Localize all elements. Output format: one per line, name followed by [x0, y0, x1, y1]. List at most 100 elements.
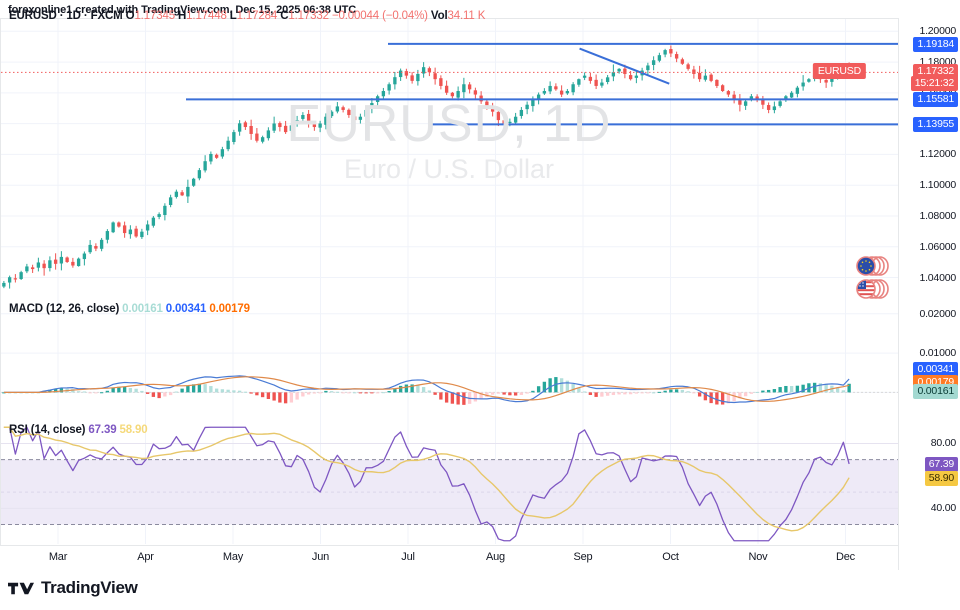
legend-macd[interactable]: MACD (12, 26, close) 0.00161 0.00341 0.0…: [9, 303, 250, 315]
candle-body: [174, 191, 179, 197]
candle-body: [582, 75, 587, 78]
candle-body: [306, 113, 311, 122]
price-axis-tick: 1.04000: [919, 271, 956, 284]
rsi-badge-value[interactable]: 67.39: [924, 456, 958, 472]
candle-body: [743, 101, 748, 106]
symbol-price-tag[interactable]: EURUSD: [812, 63, 866, 80]
macd-histogram-bar: [720, 392, 725, 405]
candle-body: [496, 111, 501, 121]
price-badge-resistance[interactable]: 1.19184: [913, 36, 958, 52]
time-axis-tick: Jul: [401, 551, 415, 563]
candle-body: [594, 79, 598, 86]
candle-body: [358, 116, 363, 120]
candle-body: [157, 214, 161, 217]
candle-body: [416, 73, 420, 82]
candle-body: [94, 246, 98, 249]
candle-body: [692, 69, 696, 74]
macd-histogram-bar: [237, 390, 242, 393]
legend-macd-title: MACD (12, 26, close): [9, 303, 120, 315]
macd-histogram-bar: [640, 392, 644, 394]
macd-histogram-bar: [295, 392, 299, 400]
legend-rsi-title: RSI (14, close): [9, 424, 86, 436]
macd-histogram-bar: [168, 392, 173, 396]
us-flag-icon: [856, 279, 890, 299]
macd-histogram-bar: [266, 392, 271, 400]
rsi-line: [3, 426, 850, 542]
candle-body: [732, 94, 736, 100]
legend-rsi-value: 67.39: [88, 424, 117, 436]
candle-body: [784, 96, 788, 101]
macd-histogram-bar: [306, 392, 311, 395]
macd-histogram-bar: [663, 390, 667, 393]
macd-histogram-bar: [243, 391, 248, 393]
macd-histogram-bar: [749, 392, 754, 394]
price-badge-countdown[interactable]: 15:21:32: [910, 76, 958, 92]
candle-body: [393, 77, 397, 85]
macd-histogram-bar: [421, 387, 426, 393]
time-axis-tick: Sep: [573, 551, 593, 563]
candle-body: [554, 86, 558, 90]
macd-axis-tick: 0.01000: [919, 347, 956, 360]
macd-histogram-bar: [634, 392, 639, 394]
macd-histogram-bar: [784, 385, 788, 393]
price-badge-last[interactable]: 1.17332: [913, 64, 958, 80]
legend-rsi[interactable]: RSI (14, close) 67.39 58.90: [9, 424, 148, 436]
candle-body: [25, 266, 29, 272]
candle-body: [180, 192, 184, 196]
macd-histogram-bar: [623, 392, 627, 395]
macd-histogram-bar: [582, 391, 587, 393]
candle-body: [605, 77, 610, 83]
rsi-band: [1, 459, 898, 525]
candle-body: [272, 123, 276, 131]
macd-histogram-bar: [490, 392, 495, 395]
macd-histogram-bar: [439, 392, 443, 400]
time-axis[interactable]: Mar Apr May Jun Jul Aug Sep Oct Nov Dec: [0, 545, 898, 570]
price-axis-tick: 1.12000: [919, 148, 956, 161]
macd-histogram-bar: [364, 392, 368, 394]
candle-body: [715, 79, 719, 86]
price-axis[interactable]: 1.200001.180001.160001.140001.120001.100…: [898, 18, 960, 570]
candle-body: [772, 106, 777, 111]
macd-histogram-bar: [697, 392, 702, 397]
macd-histogram-bar: [163, 392, 167, 397]
macd-histogram-bar: [548, 378, 552, 393]
macd-histogram-bar: [174, 391, 179, 393]
macd-histogram-bar: [738, 392, 742, 399]
macd-histogram-bar: [669, 389, 673, 393]
macd-histogram-bar: [531, 390, 535, 393]
macd-histogram-bar: [462, 392, 466, 405]
macd-histogram-bar: [318, 392, 322, 394]
macd-histogram-bar: [370, 392, 374, 394]
candle-body: [646, 65, 650, 71]
candle-body: [651, 60, 656, 65]
candle-body: [48, 260, 52, 269]
time-axis-tick: Mar: [48, 551, 68, 563]
candle-body: [237, 123, 242, 132]
macd-badge-histogram[interactable]: 0.00161: [913, 384, 958, 400]
legend-price[interactable]: EURUSD · 1D · FXCM O1.17345 H1.17448 L1.…: [9, 10, 485, 22]
candle-body: [513, 116, 518, 123]
macd-histogram-bar: [536, 386, 541, 393]
candle-body: [600, 82, 604, 86]
rsi-badge-ma[interactable]: 58.90: [924, 470, 958, 486]
price-badge-support-2[interactable]: 1.13955: [913, 117, 958, 133]
macd-histogram-bar: [818, 383, 823, 393]
time-axis-tick: Dec: [836, 551, 855, 563]
macd-histogram-bar: [559, 378, 564, 393]
macd-histogram-bar: [835, 387, 840, 393]
price-badge-support-1[interactable]: 1.15581: [913, 92, 958, 108]
macd-histogram-bar: [450, 392, 455, 404]
macd-histogram-bar: [456, 392, 460, 405]
macd-histogram-bar: [680, 389, 685, 393]
candle-body: [289, 125, 294, 131]
macd-histogram-bar: [393, 388, 397, 393]
candle-body: [352, 116, 357, 121]
macd-histogram-bar: [508, 392, 512, 396]
candle-body: [278, 123, 282, 128]
candle-body: [220, 149, 225, 157]
candle-body: [122, 225, 127, 234]
macd-badge-line[interactable]: 0.00341: [913, 361, 958, 377]
macd-histogram-bar: [801, 384, 805, 393]
candle-body: [186, 186, 190, 197]
macd-histogram-bar: [352, 392, 357, 394]
